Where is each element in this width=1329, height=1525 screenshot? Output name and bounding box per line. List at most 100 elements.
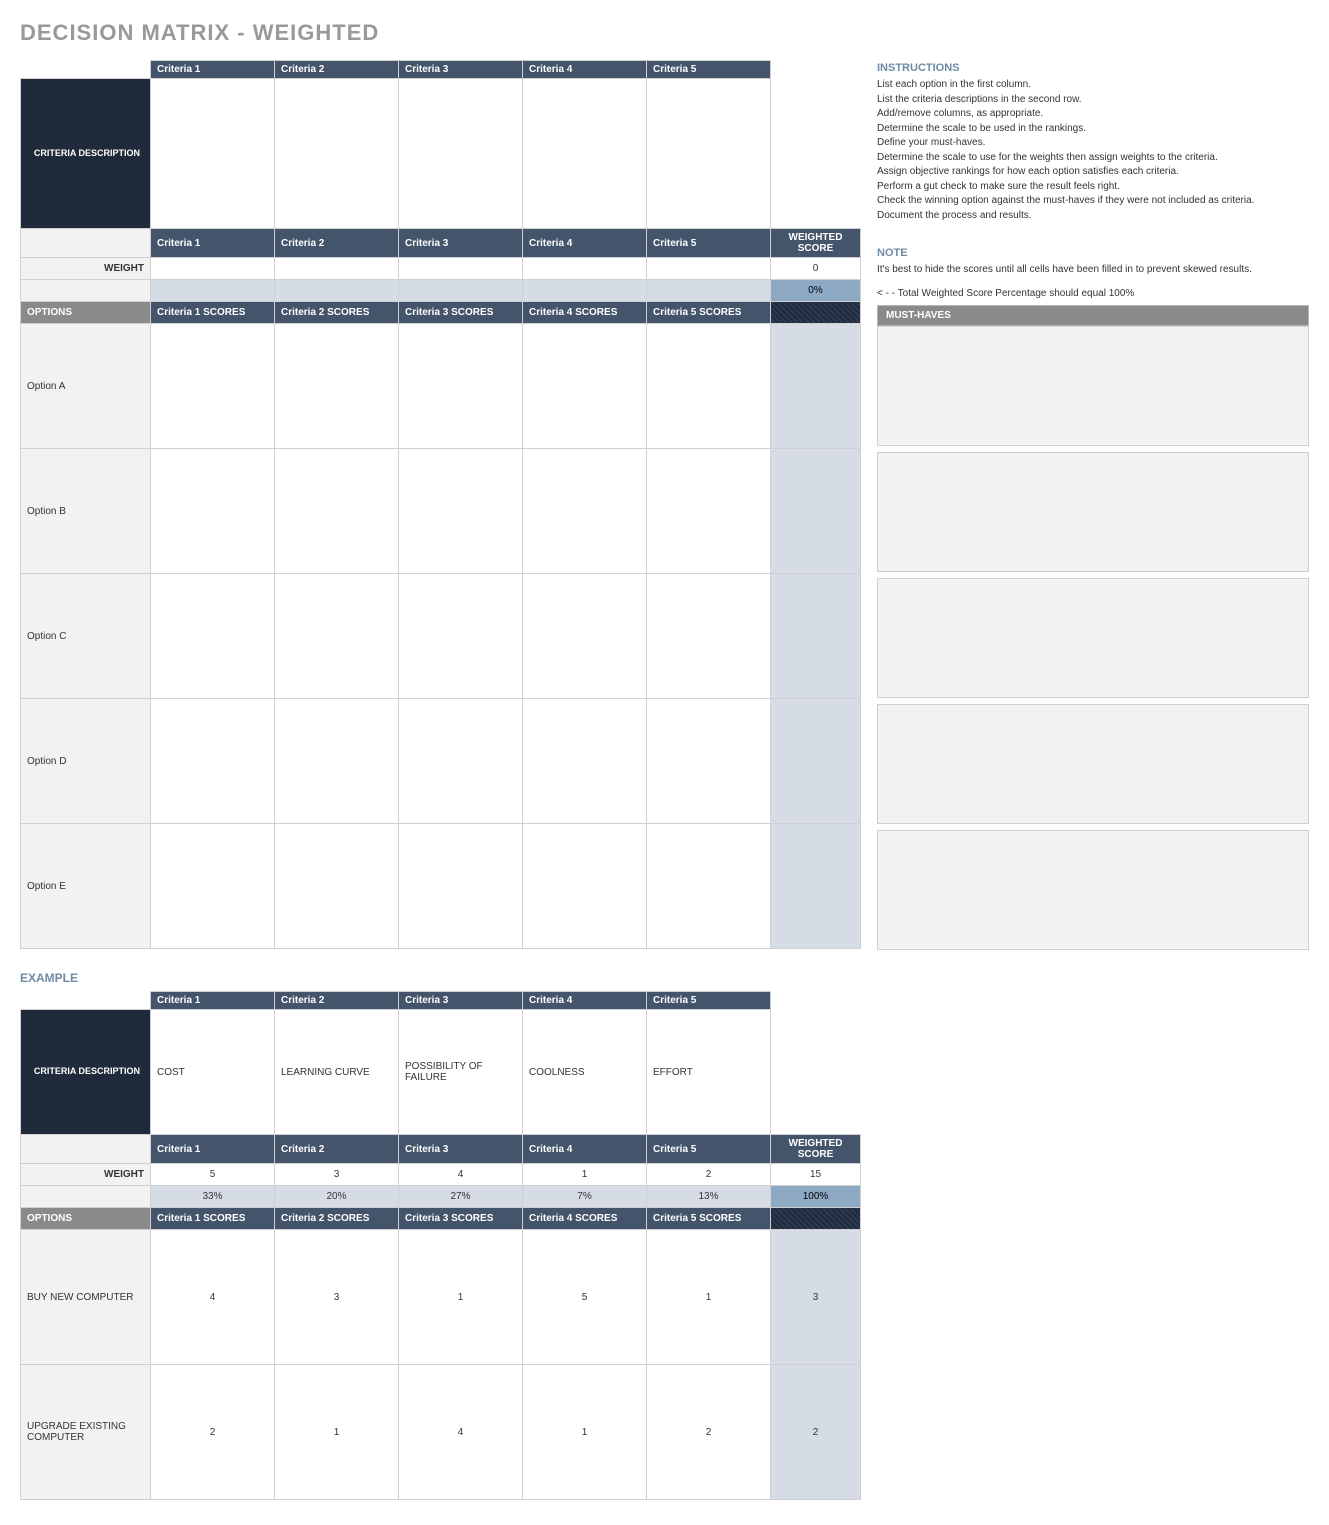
weight-pct-cell: 27% — [399, 1186, 523, 1208]
criteria-header: Criteria 2 — [275, 229, 399, 258]
score-cell: 1 — [275, 1365, 399, 1500]
criteria-desc-cell[interactable] — [523, 79, 647, 229]
score-cell[interactable] — [647, 324, 771, 449]
score-header: Criteria 4 SCORES — [523, 1208, 647, 1230]
weighted-score-cell: 2 — [771, 1365, 861, 1500]
instructions-text: List each option in the first column.Lis… — [877, 78, 1309, 223]
criteria-desc-cell: COST — [151, 1010, 275, 1135]
score-cell[interactable] — [275, 449, 399, 574]
score-cell: 2 — [151, 1365, 275, 1500]
instruction-line: Determine the scale to be used in the ra… — [877, 122, 1309, 137]
score-cell[interactable] — [523, 574, 647, 699]
weight-cell[interactable] — [647, 258, 771, 280]
score-cell[interactable] — [523, 699, 647, 824]
criteria-desc-label: CRITERIA DESCRIPTION — [21, 79, 151, 229]
weight-total: 0 — [771, 258, 861, 280]
table-row: Option A — [21, 324, 861, 449]
weighted-score-cell — [771, 574, 861, 699]
score-cell[interactable] — [647, 824, 771, 949]
table-row: BUY NEW COMPUTER431513 — [21, 1230, 861, 1365]
weight-cell[interactable] — [275, 258, 399, 280]
weight-pct-total: 100% — [771, 1186, 861, 1208]
weighted-score-cell — [771, 824, 861, 949]
criteria-header: Criteria 3 — [399, 1135, 523, 1164]
weighted-score-header: WEIGHTED SCORE — [771, 229, 861, 258]
options-label: OPTIONS — [21, 1208, 151, 1230]
example-title: EXAMPLE — [20, 971, 861, 985]
score-cell[interactable] — [399, 824, 523, 949]
weight-pct-cell — [151, 280, 275, 302]
instruction-line: Add/remove columns, as appropriate. — [877, 107, 1309, 122]
criteria-header: Criteria 2 — [275, 1135, 399, 1164]
score-cell[interactable] — [647, 449, 771, 574]
main-matrix: Criteria 1 Criteria 2 Criteria 3 Criteri… — [20, 60, 861, 949]
score-cell[interactable] — [151, 574, 275, 699]
table-row: Option D — [21, 699, 861, 824]
criteria-desc-cell[interactable] — [275, 79, 399, 229]
score-cell[interactable] — [399, 449, 523, 574]
must-have-box[interactable] — [877, 578, 1309, 698]
score-cell[interactable] — [275, 699, 399, 824]
criteria-header: Criteria 4 — [523, 229, 647, 258]
weight-pct-cell — [399, 280, 523, 302]
table-row: UPGRADE EXISTING COMPUTER214122 — [21, 1365, 861, 1500]
score-cell[interactable] — [523, 324, 647, 449]
score-cell: 3 — [275, 1230, 399, 1365]
score-header: Criteria 2 SCORES — [275, 1208, 399, 1230]
criteria-desc-cell[interactable] — [647, 79, 771, 229]
option-name[interactable]: Option C — [21, 574, 151, 699]
criteria-desc-cell[interactable] — [399, 79, 523, 229]
score-cell[interactable] — [399, 324, 523, 449]
score-cell[interactable] — [399, 699, 523, 824]
weight-pct-cell: 7% — [523, 1186, 647, 1208]
instruction-line: Document the process and results. — [877, 209, 1309, 224]
instruction-line: Define your must-haves. — [877, 136, 1309, 151]
option-name: UPGRADE EXISTING COMPUTER — [21, 1365, 151, 1500]
score-cell[interactable] — [151, 449, 275, 574]
option-name[interactable]: Option D — [21, 699, 151, 824]
example-matrix: Criteria 1 Criteria 2 Criteria 3 Criteri… — [20, 991, 861, 1500]
score-cell[interactable] — [523, 824, 647, 949]
criteria-desc-cell[interactable] — [151, 79, 275, 229]
score-cell[interactable] — [647, 699, 771, 824]
weighted-score-cell — [771, 324, 861, 449]
score-cell: 2 — [647, 1365, 771, 1500]
criteria-header: Criteria 5 — [647, 61, 771, 79]
must-have-box[interactable] — [877, 704, 1309, 824]
criteria-header: Criteria 2 — [275, 992, 399, 1010]
weighted-score-header: WEIGHTED SCORE — [771, 1135, 861, 1164]
score-cell[interactable] — [151, 699, 275, 824]
score-cell[interactable] — [275, 824, 399, 949]
must-have-box[interactable] — [877, 326, 1309, 446]
note-title: NOTE — [877, 247, 1309, 259]
option-name[interactable]: Option B — [21, 449, 151, 574]
score-cell[interactable] — [399, 574, 523, 699]
must-have-box[interactable] — [877, 830, 1309, 950]
instruction-line: Perform a gut check to make sure the res… — [877, 180, 1309, 195]
weight-cell: 1 — [523, 1164, 647, 1186]
weight-cell[interactable] — [399, 258, 523, 280]
table-row: Option C — [21, 574, 861, 699]
option-name[interactable]: Option A — [21, 324, 151, 449]
options-label: OPTIONS — [21, 302, 151, 324]
score-cell[interactable] — [151, 824, 275, 949]
criteria-header: Criteria 1 — [151, 61, 275, 79]
must-have-box[interactable] — [877, 452, 1309, 572]
instruction-line: List each option in the first column. — [877, 78, 1309, 93]
score-cell[interactable] — [647, 574, 771, 699]
criteria-desc-cell: EFFORT — [647, 1010, 771, 1135]
weight-cell[interactable] — [151, 258, 275, 280]
score-cell: 1 — [523, 1365, 647, 1500]
score-header: Criteria 5 SCORES — [647, 302, 771, 324]
score-cell[interactable] — [151, 324, 275, 449]
score-cell[interactable] — [275, 574, 399, 699]
weight-cell: 5 — [151, 1164, 275, 1186]
instruction-line: List the criteria descriptions in the se… — [877, 93, 1309, 108]
score-cell: 4 — [151, 1230, 275, 1365]
score-cell[interactable] — [523, 449, 647, 574]
score-cell[interactable] — [275, 324, 399, 449]
weight-cell[interactable] — [523, 258, 647, 280]
criteria-desc-cell: POSSIBILITY OF FAILURE — [399, 1010, 523, 1135]
footnote: < - - Total Weighted Score Percentage sh… — [877, 288, 1309, 299]
option-name[interactable]: Option E — [21, 824, 151, 949]
